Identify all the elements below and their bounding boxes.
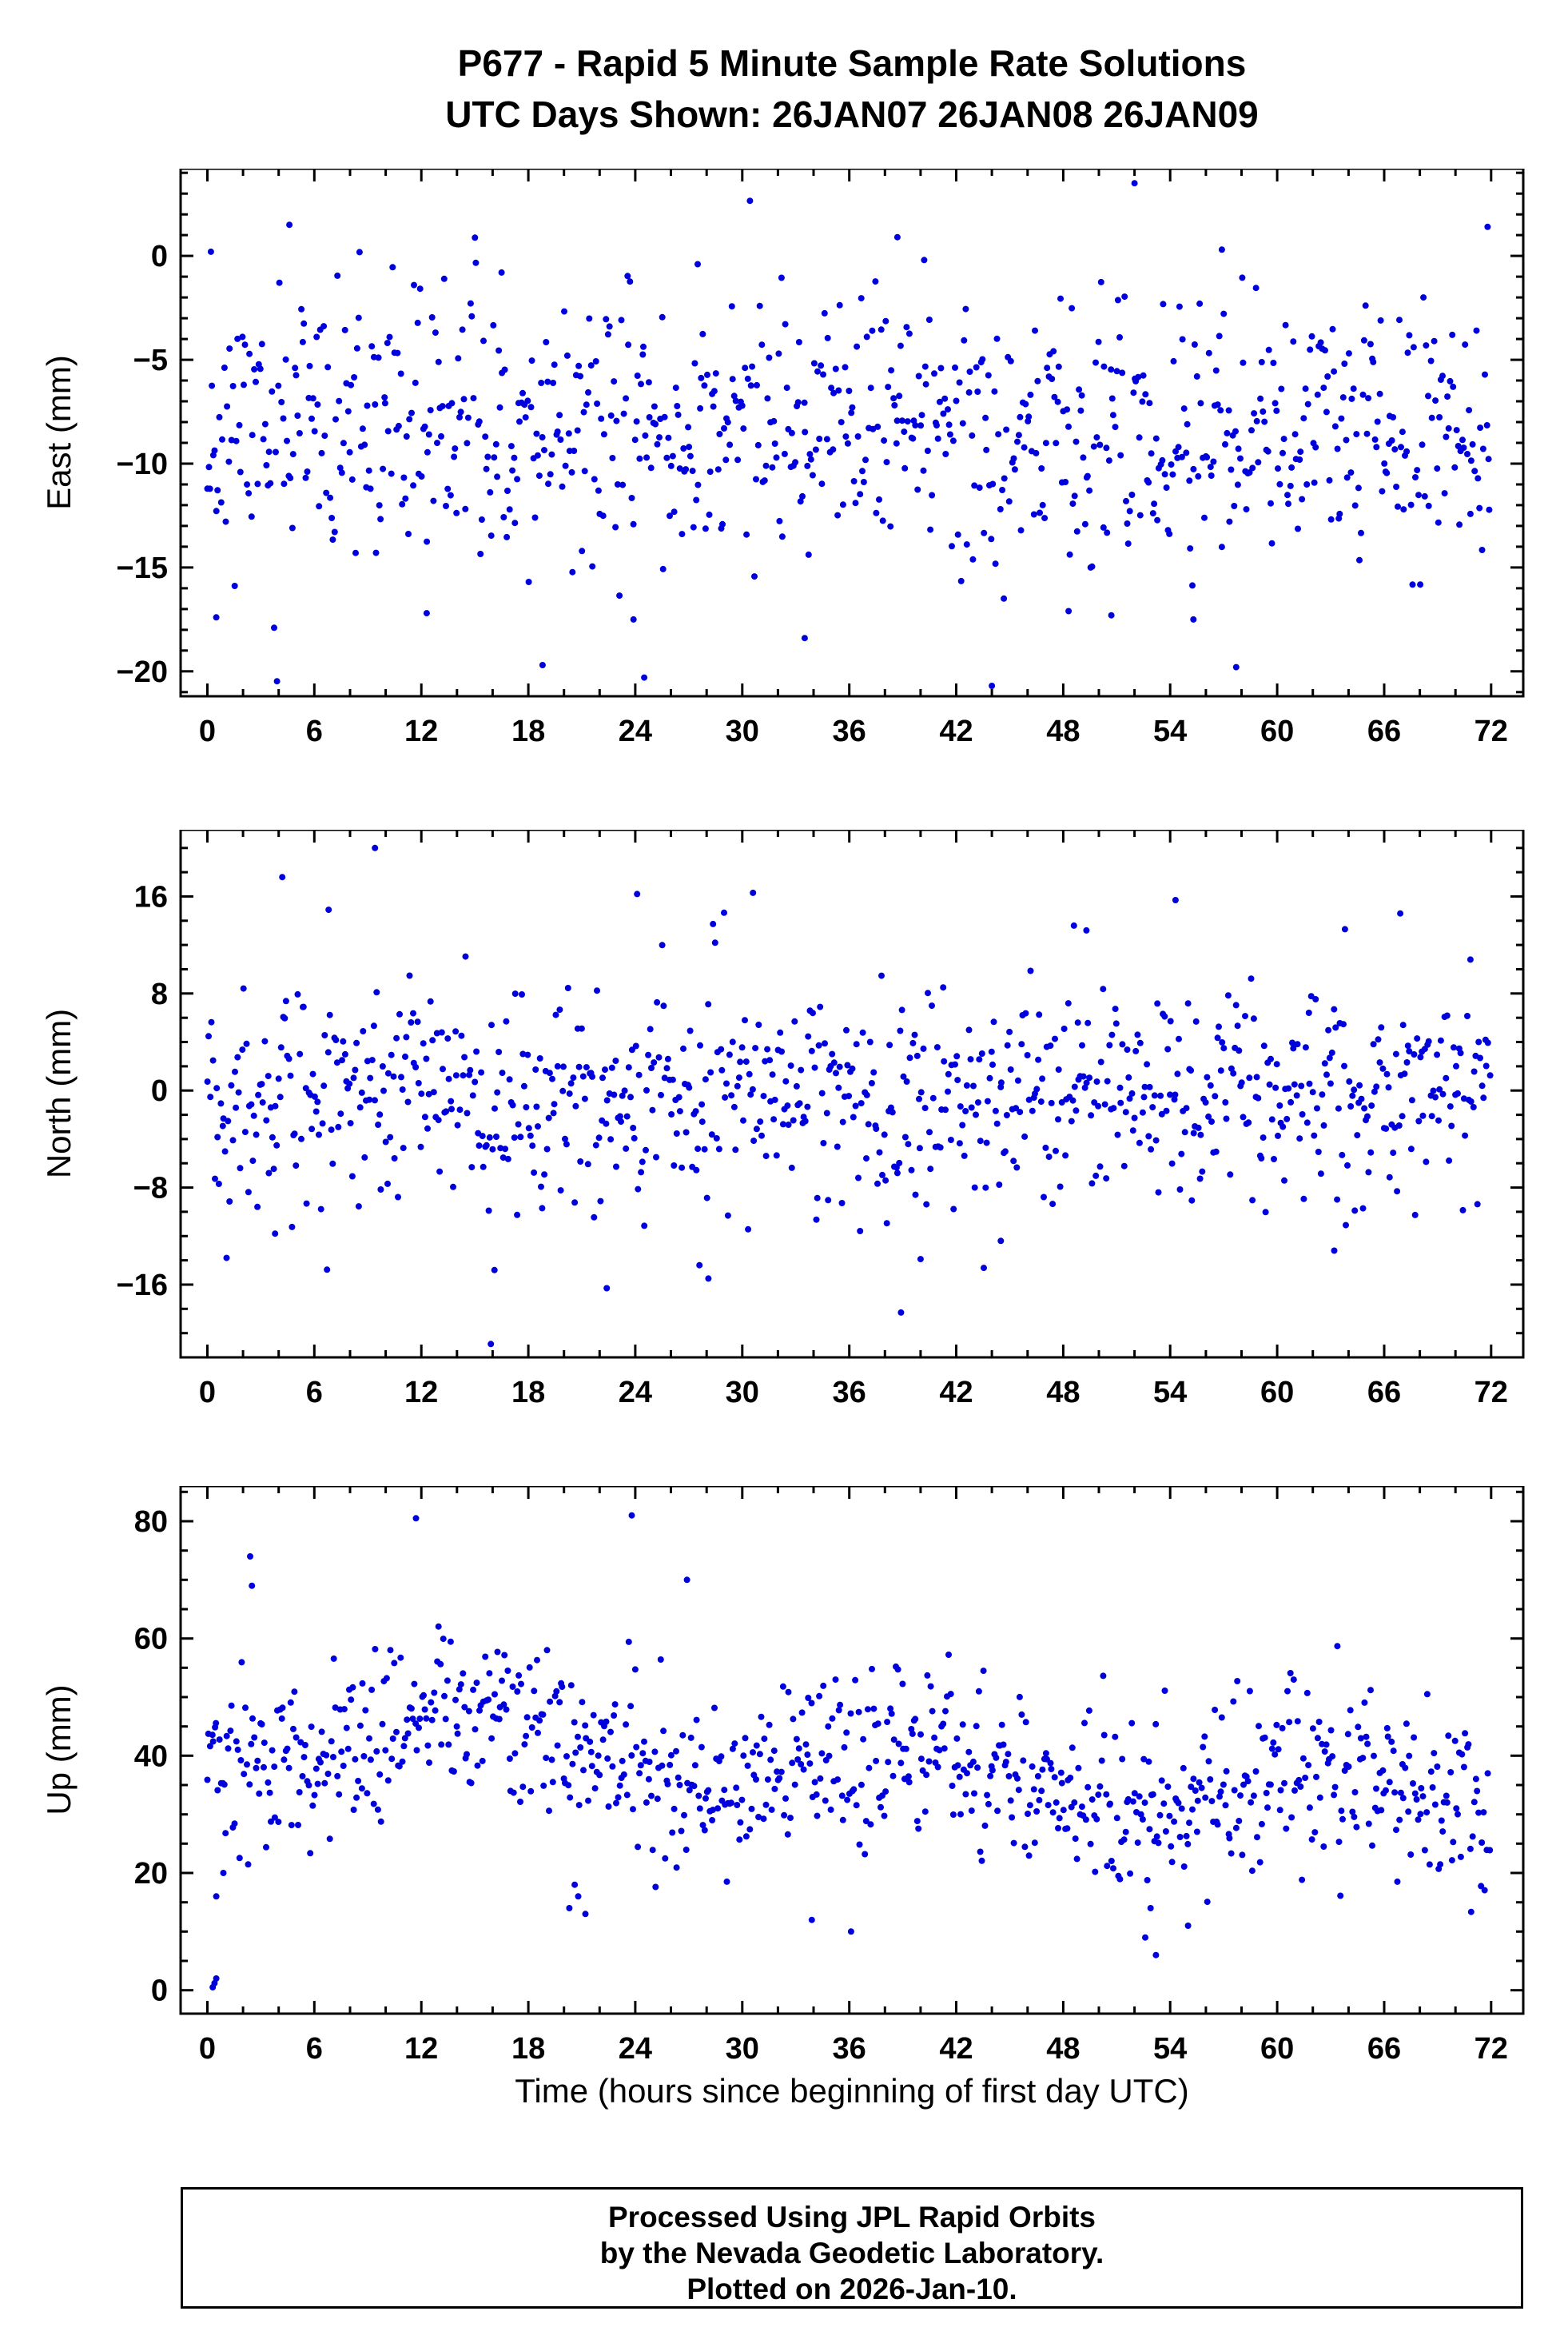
svg-text:42: 42 xyxy=(939,1376,973,1409)
footer-line-2: by the Nevada Geodetic Laboratory. xyxy=(599,2237,1104,2270)
svg-text:0: 0 xyxy=(199,2032,216,2066)
footer-line-1: Processed Using JPL Rapid Orbits xyxy=(608,2201,1096,2233)
svg-text:66: 66 xyxy=(1367,715,1401,748)
svg-text:60: 60 xyxy=(1260,1376,1294,1409)
svg-text:36: 36 xyxy=(833,2032,866,2066)
svg-text:36: 36 xyxy=(833,1376,866,1409)
svg-text:40: 40 xyxy=(134,1739,168,1773)
svg-text:18: 18 xyxy=(511,1376,545,1409)
svg-text:30: 30 xyxy=(726,1376,759,1409)
svg-text:80: 80 xyxy=(134,1505,168,1539)
svg-text:6: 6 xyxy=(306,715,323,748)
plot-title: P677 - Rapid 5 Minute Sample Rate Soluti… xyxy=(457,42,1247,84)
svg-text:−8: −8 xyxy=(133,1172,168,1205)
svg-text:48: 48 xyxy=(1046,715,1080,748)
svg-text:−5: −5 xyxy=(133,344,168,377)
svg-text:24: 24 xyxy=(619,715,652,748)
svg-text:6: 6 xyxy=(306,1376,323,1409)
svg-text:0: 0 xyxy=(151,1074,168,1108)
svg-text:−10: −10 xyxy=(117,448,168,481)
svg-text:12: 12 xyxy=(404,2032,438,2066)
svg-text:6: 6 xyxy=(306,2032,323,2066)
svg-text:42: 42 xyxy=(939,715,973,748)
svg-text:66: 66 xyxy=(1367,2032,1401,2066)
svg-text:60: 60 xyxy=(1260,715,1294,748)
svg-text:36: 36 xyxy=(833,715,866,748)
svg-text:16: 16 xyxy=(134,880,168,914)
svg-text:20: 20 xyxy=(134,1857,168,1891)
svg-text:−20: −20 xyxy=(117,655,168,689)
x-axis-label: Time (hours since beginning of first day… xyxy=(515,2072,1189,2110)
svg-text:0: 0 xyxy=(151,240,168,273)
footer-box: Processed Using JPL Rapid Orbits by the … xyxy=(181,2187,1523,2309)
svg-text:48: 48 xyxy=(1046,2032,1080,2066)
svg-text:12: 12 xyxy=(404,715,438,748)
svg-text:30: 30 xyxy=(726,715,759,748)
svg-text:−16: −16 xyxy=(117,1269,168,1302)
plot-subtitle: UTC Days Shown: 26JAN07 26JAN08 26JAN09 xyxy=(445,94,1259,135)
east-scatter-svg: 0 6 12 18 24 30 36 42 48 54 60 66 72 0 −5 −10 −15 −20 xyxy=(117,167,1525,748)
svg-text:0: 0 xyxy=(199,715,216,748)
svg-text:8: 8 xyxy=(151,978,168,1011)
svg-text:60: 60 xyxy=(134,1623,168,1656)
svg-text:30: 30 xyxy=(726,2032,759,2066)
svg-text:72: 72 xyxy=(1474,2032,1508,2066)
svg-text:48: 48 xyxy=(1046,1376,1080,1409)
up-scatter-panel: 0 6 12 18 24 30 36 42 48 54 60 66 72 80 60 40 20 0 xyxy=(0,1484,1568,2082)
svg-text:54: 54 xyxy=(1153,2032,1187,2066)
svg-text:54: 54 xyxy=(1153,715,1187,748)
svg-text:−15: −15 xyxy=(117,552,168,585)
svg-text:24: 24 xyxy=(619,2032,652,2066)
svg-text:0: 0 xyxy=(151,1974,168,2008)
north-scatter-svg: 0 6 12 18 24 30 36 42 48 54 60 66 72 16 8 0 −8 −16 xyxy=(117,828,1525,1409)
svg-text:0: 0 xyxy=(199,1376,216,1409)
north-scatter-panel: 0 6 12 18 24 30 36 42 48 54 60 66 72 16 8 0 −8 −16 xyxy=(0,828,1568,1425)
svg-text:18: 18 xyxy=(511,2032,545,2066)
east-scatter-panel: 0 6 12 18 24 30 36 42 48 54 60 66 72 0 −5 −10 −15 −20 xyxy=(0,167,1568,764)
svg-text:42: 42 xyxy=(939,2032,973,2066)
svg-text:24: 24 xyxy=(619,1376,652,1409)
svg-text:66: 66 xyxy=(1367,1376,1401,1409)
svg-text:12: 12 xyxy=(404,1376,438,1409)
footer-line-3: Plotted on 2026-Jan-10. xyxy=(686,2273,1017,2306)
svg-text:54: 54 xyxy=(1153,1376,1187,1409)
svg-text:72: 72 xyxy=(1474,715,1508,748)
svg-text:60: 60 xyxy=(1260,2032,1294,2066)
up-scatter-svg: 0 6 12 18 24 30 36 42 48 54 60 66 72 80 60 40 20 0 xyxy=(134,1484,1525,2066)
svg-text:72: 72 xyxy=(1474,1376,1508,1409)
svg-text:18: 18 xyxy=(511,715,545,748)
